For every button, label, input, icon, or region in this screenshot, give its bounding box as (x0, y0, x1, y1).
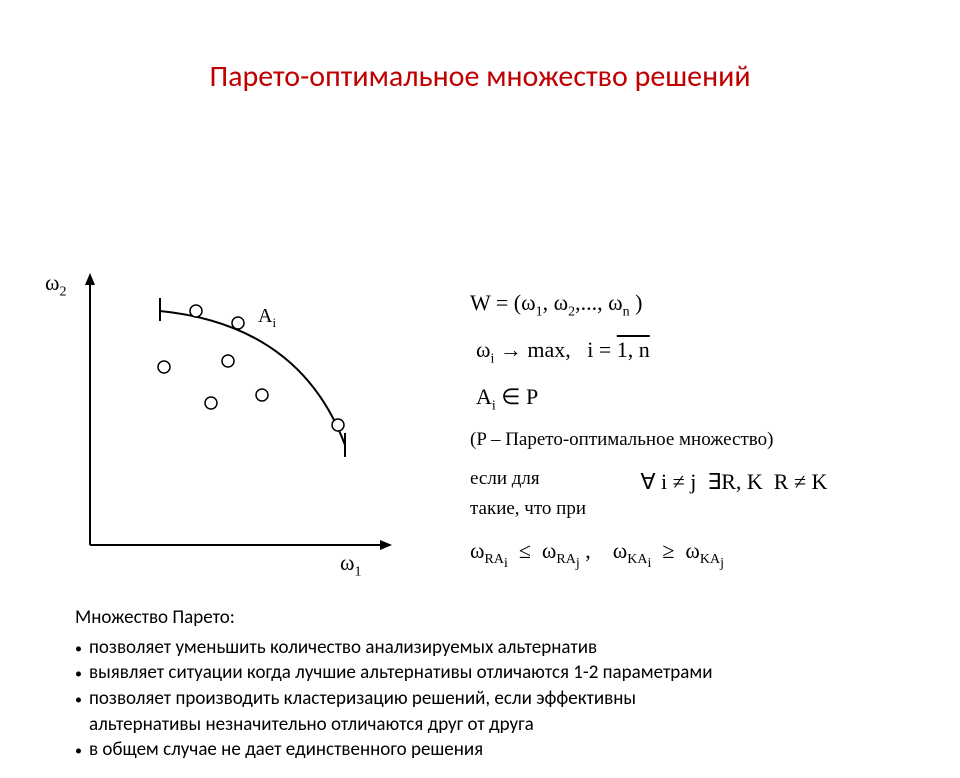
point-label-ai: Ai (258, 305, 276, 331)
bullet-list: Множество Парето: позволяет уменьшить ко… (75, 605, 895, 763)
formula-membership: Ai ∈ P (470, 379, 940, 418)
cond-formula: ∀ i ≠ j ∃R, K R ≠ K (611, 464, 828, 499)
bullet-continuation: альтернативы незначительно отличаются др… (75, 712, 895, 738)
bullet-item: выявляет ситуации когда лучшие альтернат… (75, 660, 895, 686)
bullets-header: Множество Парето: (75, 605, 895, 631)
cond-if: если для (470, 468, 540, 489)
slide-title: Парето-оптимальное множество решений (0, 58, 960, 95)
cond-such: такие, что при (470, 498, 586, 519)
pareto-note: (P – Парето-оптимальное множество) (470, 425, 940, 455)
bullet-item: в общем случае не дает единственного реш… (75, 737, 895, 763)
bullet-item: позволяет производить кластеризацию реше… (75, 686, 895, 712)
formula-w: W = (ω1, ω2,..., ωn ) (470, 285, 940, 324)
axis-y-label: ω2 (45, 270, 66, 300)
formula-block: W = (ω1, ω2,..., ωn ) ωi → max, i = 1, n… (470, 285, 940, 583)
bullet-item: позволяет уменьшить количество анализиру… (75, 635, 895, 661)
pareto-chart (50, 255, 430, 575)
main-content: ω2 ω1 Ai W = (ω1, ω2,..., ωn ) ωi → max,… (0, 95, 960, 655)
axis-x-label: ω1 (340, 550, 361, 580)
formula-max: ωi → max, i = 1, n (470, 332, 940, 371)
formula-ineq: ωRAi ≤ ωRAj , ωKAi ≥ ωKAj (470, 533, 940, 576)
